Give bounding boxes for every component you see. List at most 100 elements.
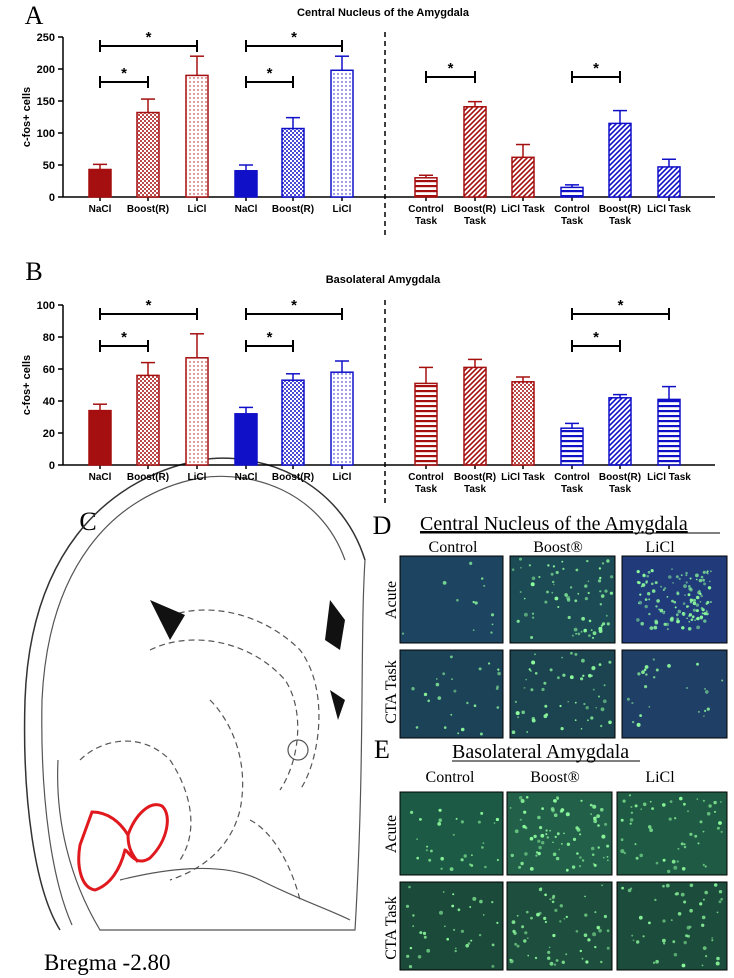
bar [657,398,681,466]
bar [511,381,535,466]
panel-label: A [25,1,44,30]
micrograph [506,881,613,971]
x-tick-label: LiCl Task [647,472,691,483]
significance-label: * [448,60,454,77]
panel-title: Basolateral Amygdala [452,741,629,763]
x-tick-label: Boost(R) Task [598,204,642,227]
x-tick-label: Boost(R) Task [453,472,497,495]
significance-bracket [245,40,343,52]
x-tick-label-box: NaCl [88,204,112,215]
x-tick-label: LiCl [187,472,207,483]
y-tick-label: 100 [37,300,55,312]
micrograph [399,555,504,644]
x-tick-label-box: Boost(R) Task [453,204,497,227]
column-label: LiCl [645,539,675,556]
row-label: CTA Task [383,660,400,724]
x-tick-label-box: LiCl [187,204,207,215]
x-tick-label-box: Control Task [554,472,590,495]
x-tick-label-box: LiCl Task [647,472,691,483]
x-tick-label-box: LiCl Task [501,204,545,215]
micrograph [399,881,504,971]
significance-label: * [618,297,624,314]
bar [414,382,438,466]
bar [136,374,160,466]
bar [463,366,487,466]
bar [608,397,632,466]
x-tick-label-box: Boost(R) [272,204,314,215]
significance-label: * [121,65,127,82]
y-tick-label: 60 [43,364,55,376]
x-tick-label: LiCl [187,204,207,215]
x-tick-label: Control Task [554,472,590,495]
significance-label: * [593,329,599,346]
x-tick-label: LiCl [332,204,352,215]
significance-label: * [593,60,599,77]
micrograph [506,791,613,876]
x-tick-label-box: Control Task [408,472,444,495]
significance-label: * [291,297,297,314]
y-tick-label: 0 [49,192,55,204]
x-tick-label: NaCl [234,204,258,215]
x-tick-label-box: Boost(R) Task [453,472,497,495]
bar [657,166,681,198]
bar [560,186,584,198]
micrograph [621,555,728,644]
x-tick-label: Control Task [554,204,590,227]
bar [88,409,112,466]
x-tick-label-box: LiCl Task [501,472,545,483]
brain-drawing [23,457,366,931]
significance-label: * [146,29,152,46]
x-tick-label: Boost(R) Task [453,204,497,227]
x-tick-label-box: LiCl [332,204,352,215]
x-tick-label-box: Boost(R) [126,472,170,483]
x-tick-label: NaCl [88,472,112,483]
x-tick-label-box: NaCl [88,472,112,483]
chart-title: Central Nucleus of the Amygdala [297,7,470,19]
panel-label: E [374,735,390,764]
micrograph [509,649,616,739]
significance-bracket [571,340,621,352]
significance-bracket [99,340,149,352]
significance-label: * [267,329,273,346]
x-tick-label: NaCl [88,204,112,215]
bar [511,156,535,198]
x-tick-label-box: NaCl [235,472,258,483]
bar [281,127,305,198]
bar [234,413,258,466]
x-tick-label-box: Boost(R) Task [598,204,642,227]
x-tick-label: Boost(R) [126,472,170,483]
x-tick-label-box: Boost(R) [126,204,170,215]
significance-bracket [245,340,294,352]
column-label: Boost® [530,769,580,786]
panel-title: Central Nucleus of the Amygdala [420,513,688,535]
x-tick-label-box: LiCl [187,472,207,483]
y-tick-label: 100 [37,128,55,140]
column-label: Control [429,539,478,556]
x-tick-label: Boost(R) [126,204,170,215]
micrograph [616,791,728,876]
column-label: Boost® [533,539,583,556]
bar [281,379,305,466]
micrograph [509,555,616,644]
bar [136,111,160,198]
x-tick-label: LiCl Task [501,472,545,483]
bar [330,69,354,198]
y-tick-label: 200 [37,64,55,76]
bar [185,74,209,198]
bar [414,177,438,198]
significance-bracket [245,308,343,320]
x-tick-label: Control Task [408,472,444,495]
x-tick-label-box: Control Task [408,204,444,227]
significance-bracket [571,71,621,83]
x-tick-label-box: NaCl [234,204,258,215]
row-label: Acute [383,581,400,619]
row-label: CTA Task [383,896,400,960]
y-tick-label: 150 [37,96,55,108]
significance-bracket [571,308,670,320]
y-axis-label: c-fos+ cells [21,355,33,415]
panel-label: B [25,257,42,286]
x-tick-label: Boost(R) [271,472,315,483]
bar [330,371,354,466]
significance-bracket [99,76,149,88]
region-outline [77,803,169,892]
